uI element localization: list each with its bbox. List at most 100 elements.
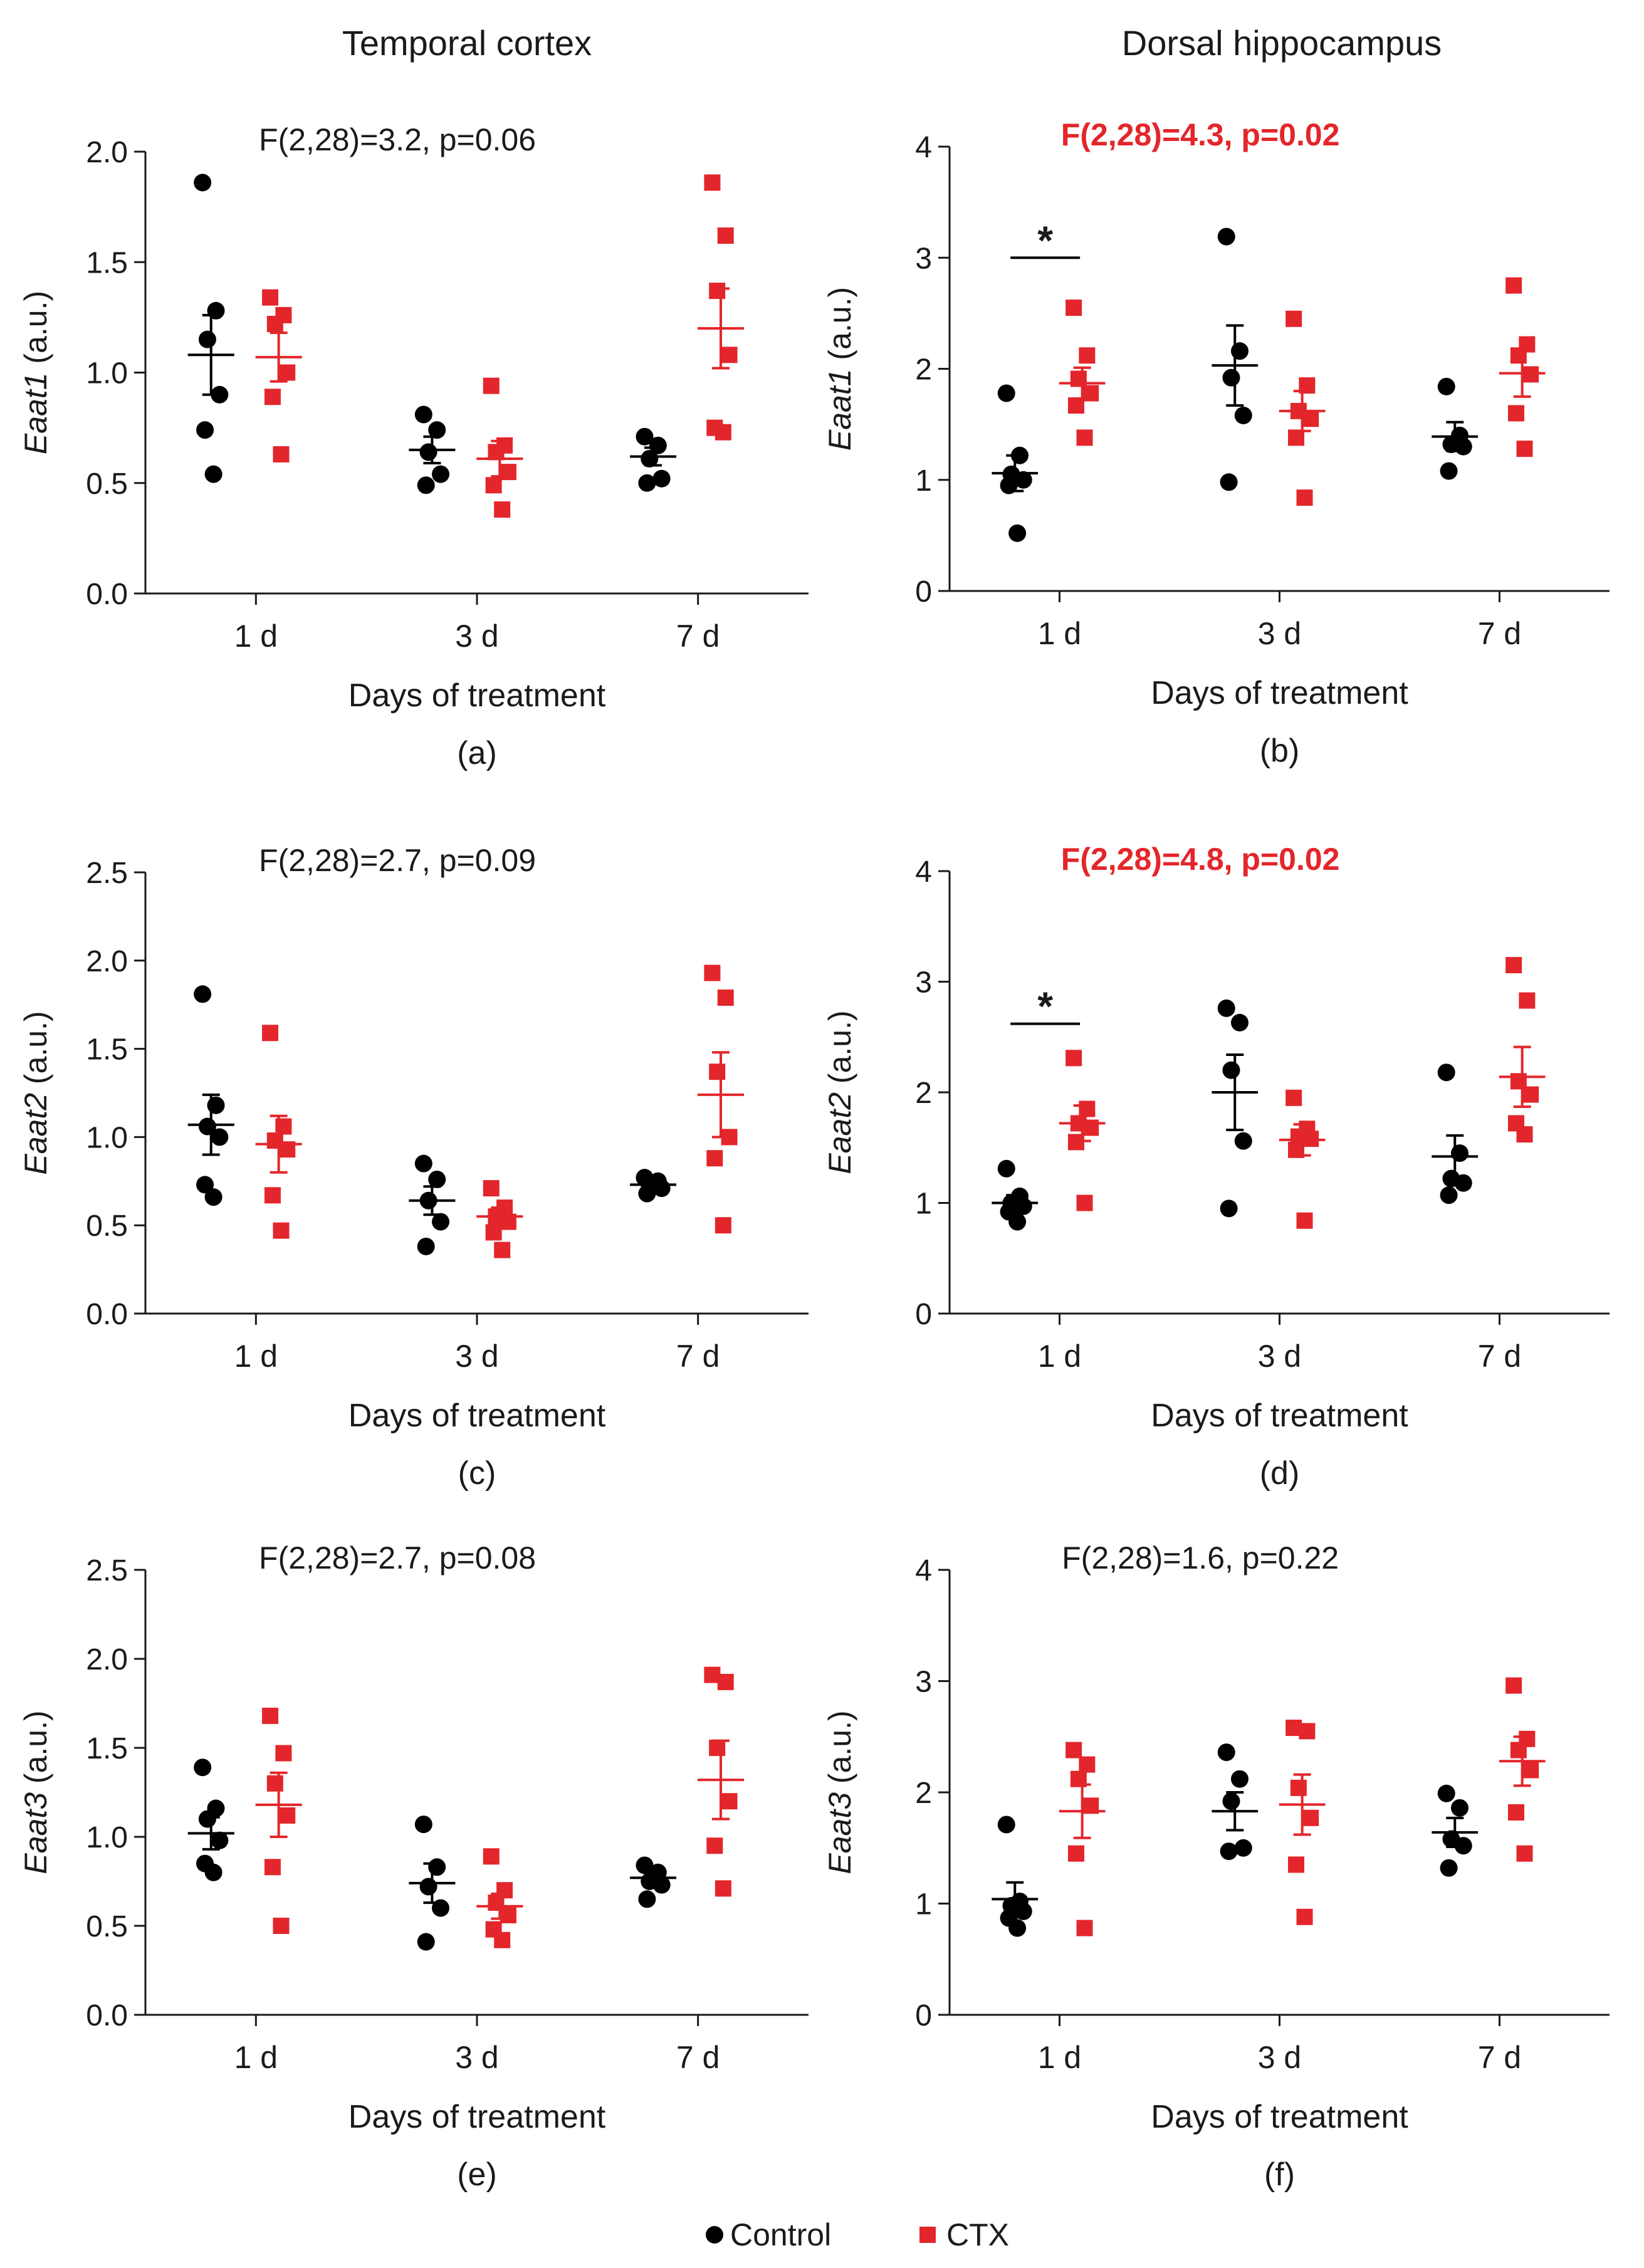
ctx-point [262,1707,279,1724]
ctx-point [262,289,279,306]
ctx-point [273,1918,290,1934]
ctx-point [1505,277,1522,294]
ctx-point [706,1150,723,1167]
ctx-point [483,1848,500,1865]
y-tick-label: 2.0 [86,136,128,169]
ctx-point [717,1673,734,1690]
ctx-point [1508,405,1525,422]
control-point [1440,462,1458,480]
ctx-point [494,501,511,518]
y-tick-label: 3 [915,242,932,275]
y-tick-label: 0.0 [86,1298,128,1331]
legend: Control CTX [706,2217,1009,2252]
control-point [997,384,1015,402]
y-axis-title: Eaat3 (a.u.) [18,1710,53,1874]
ctx-point [1522,1086,1539,1103]
control-point [207,1096,225,1114]
ctx-point [264,1859,281,1876]
control-point [1222,1061,1240,1079]
x-tick-label: 7 d [676,619,720,654]
y-axis-title: Eaat3 (a.u.) [822,1710,857,1874]
ctx-point [1296,489,1313,506]
ctx-point [264,1187,281,1204]
ctx-point [1065,1742,1082,1758]
x-tick-label: 3 d [455,1339,499,1374]
ctx-point [704,964,721,981]
control-point [636,427,654,446]
ctx-point [266,1775,283,1792]
x-tick-label: 3 d [1258,1339,1302,1374]
y-tick-label: 4 [915,131,932,164]
chart-panel-e: 0.0 0.5 1.0 1.5 2.0 2.5 1 d 3 d 7 d Days of treat… [18,1540,809,2193]
ctx-point [1516,1126,1533,1143]
x-tick-label: 7 d [1478,1339,1522,1374]
control-point [1450,1144,1469,1163]
ctx-point [1076,429,1093,446]
stat-annotation: F(2,28)=2.7, p=0.08 [259,1540,536,1576]
y-tick-label: 1.5 [86,1732,128,1765]
y-axis-title: Eaat1 (a.u.) [822,287,857,451]
stat-annotation: F(2,28)=4.8, p=0.02 [1061,842,1340,877]
ctx-point [500,464,516,481]
y-tick-label: 3 [915,966,932,1000]
y-tick-label: 1 [915,464,932,498]
ctx-point [266,315,283,332]
control-point [1454,437,1472,456]
ctx-point [709,1740,726,1756]
control-point [652,469,671,488]
ctx-point [485,477,502,494]
legend-ctx-label: CTX [946,2217,1009,2252]
y-axis-units: (a.u.) [18,291,53,373]
ctx-point [1505,1677,1522,1694]
control-point [1234,1132,1252,1150]
stat-annotation: F(2,28)=4.3, p=0.02 [1061,117,1340,152]
ctx-point [1296,1212,1313,1229]
ctx-point [494,1241,511,1258]
panel-label: (b) [1260,733,1300,769]
y-tick-label: 2.0 [86,1643,128,1676]
control-point [1230,1770,1249,1788]
ctx-point [279,364,296,381]
ctx-point [715,1880,731,1897]
x-axis-title: Days of treatment [1151,1398,1408,1434]
control-point [1234,1839,1252,1857]
control-point [1014,471,1032,489]
ctx-point [717,989,734,1006]
ctx-point [709,1063,726,1080]
control-point [1008,1919,1027,1937]
y-tick-label: 1 [915,1888,932,1921]
control-point [414,1154,432,1173]
chart-panel-c: 0.0 0.5 1.0 1.5 2.0 2.5 1 d 3 d 7 d Days of treat… [18,843,809,1492]
ctx-point [709,283,726,300]
control-point [417,1933,435,1951]
y-tick-label: 4 [915,855,932,889]
panel-label: (f) [1264,2156,1295,2193]
control-point [638,1890,656,1908]
control-point [1437,377,1455,395]
legend-control-label: Control [730,2217,831,2252]
chart-panel-d: 0 1 2 3 4 1 d 3 d 7 d Days of treatment (d) Eaat2 … [822,842,1610,1492]
y-tick-label: 1 [915,1188,932,1221]
ctx-point [1076,1920,1093,1936]
control-point [1220,1199,1238,1218]
control-point [204,465,223,483]
ctx-point [1079,1756,1096,1773]
y-tick-label: 1.0 [86,1821,128,1854]
y-axis-units: (a.u.) [822,1010,857,1092]
ctx-point [704,174,721,191]
significance-star: * [1037,984,1053,1029]
y-tick-label: 0.0 [86,1999,128,2032]
control-point [198,1810,216,1828]
x-tick-label: 1 d [1038,616,1082,651]
control-point [194,174,212,192]
control-point [419,1878,437,1896]
control-point [997,1159,1015,1178]
ctx-point [715,1217,731,1234]
y-axis-gene-name: Eaat2 [822,1092,857,1174]
y-axis-gene-name: Eaat3 [822,1792,857,1874]
control-point [1222,368,1240,387]
x-axis-title: Days of treatment [1151,675,1408,711]
panel-label: (a) [457,735,497,771]
significance-star: * [1037,217,1053,263]
